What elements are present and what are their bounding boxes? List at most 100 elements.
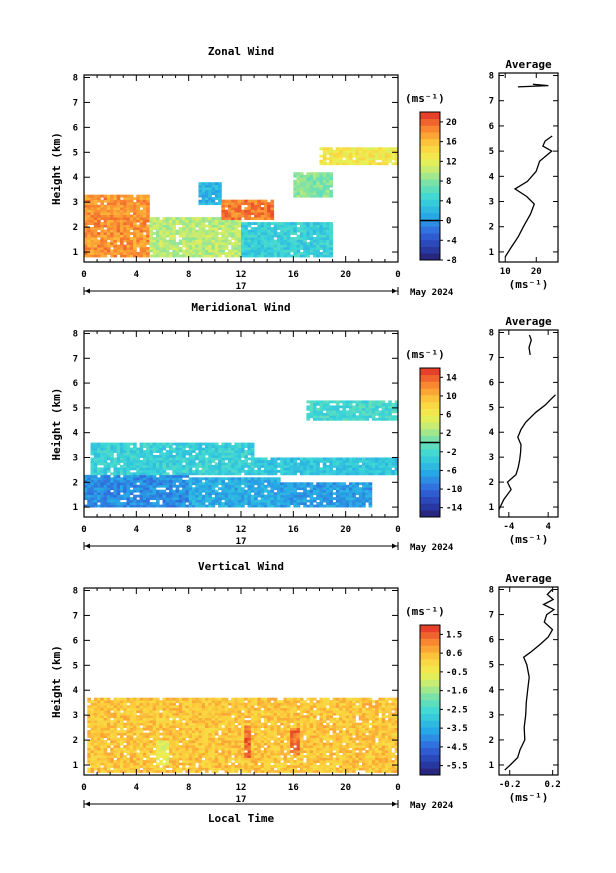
heatmap-cell: [234, 239, 239, 243]
heatmap-cell: [221, 479, 226, 483]
heatmap-cell: [93, 219, 98, 223]
heatmap-cell: [283, 229, 288, 233]
heatmap-cell: [159, 472, 163, 476]
heatmap-cell: [273, 227, 278, 230]
heatmap-cell: [139, 755, 144, 758]
heatmap-cell: [388, 154, 392, 158]
heatmap-cell: [103, 702, 108, 706]
heatmap-cell: [270, 499, 275, 503]
heatmap-cell: [388, 407, 392, 411]
heatmap-cell: [316, 487, 320, 491]
heatmap-cell: [211, 464, 216, 468]
heatmap-cell: [126, 457, 131, 461]
heatmap-cell: [270, 217, 275, 221]
heatmap-cell: [142, 194, 147, 198]
heatmap-cell: [110, 479, 114, 483]
heatmap-cell: [87, 717, 91, 721]
heatmap-cell: [90, 252, 95, 255]
heatmap-cell: [339, 467, 343, 471]
heatmap-cell: [309, 182, 314, 186]
heatmap-cell: [165, 722, 170, 726]
heatmap-cell: [113, 710, 118, 714]
heatmap-cell: [260, 492, 265, 496]
heatmap-cell: [270, 249, 275, 253]
heatmap-cell: [126, 494, 131, 498]
heatmap-cell: [87, 209, 91, 213]
heatmap-cell: [146, 727, 150, 731]
heatmap-cell: [146, 217, 150, 221]
heatmap-cell: [106, 229, 111, 233]
heatmap-cell: [257, 254, 262, 258]
colorbar-segment: [420, 442, 440, 450]
heatmap-cell: [106, 467, 111, 471]
heatmap-cell: [110, 237, 114, 240]
heatmap-cell: [247, 242, 252, 245]
heatmap-cell: [119, 747, 124, 751]
heatmap-cell: [303, 494, 307, 498]
heatmap-cell: [126, 727, 131, 731]
heatmap-cell: [178, 477, 183, 481]
heatmap-cell: [326, 149, 330, 153]
heatmap-cell: [185, 492, 190, 496]
heatmap-cell: [234, 464, 239, 468]
heatmap-cell: [234, 469, 239, 473]
heatmap-cell: [146, 197, 150, 201]
heatmap-cell: [188, 740, 193, 743]
heatmap-cell: [273, 234, 278, 238]
heatmap-cell: [211, 182, 216, 186]
heatmap-cell: [139, 720, 144, 724]
heatmap-cell: [273, 477, 278, 481]
heatmap-cell: [299, 459, 304, 463]
heatmap-cell: [113, 462, 118, 466]
heatmap-cell: [293, 459, 297, 463]
heatmap-cell: [182, 484, 186, 488]
heatmap-cell: [126, 770, 131, 773]
heatmap-cell: [218, 487, 222, 491]
heatmap-cell: [87, 484, 91, 488]
heatmap-cell: [113, 219, 118, 223]
heatmap-cell: [142, 222, 147, 225]
heatmap-cell: [254, 202, 258, 206]
heatmap-cell: [378, 457, 383, 461]
heatmap-cell: [283, 492, 288, 496]
heatmap-cell: [309, 192, 314, 196]
heatmap-cell: [155, 464, 160, 468]
heatmap-cell: [319, 194, 324, 198]
heatmap-cell: [185, 762, 190, 766]
heatmap-cell: [133, 222, 137, 225]
heatmap-cell: [188, 757, 193, 761]
heatmap-cell: [169, 217, 173, 221]
heatmap-cell: [267, 499, 271, 503]
heatmap-cell: [165, 482, 170, 486]
heatmap-cell: [113, 760, 118, 763]
heatmap-cell: [133, 452, 137, 456]
heatmap-cell: [123, 197, 127, 201]
heatmap-cell: [296, 184, 301, 188]
heatmap-cell: [100, 720, 105, 724]
heatmap-cell: [93, 469, 98, 473]
heatmap-cell: [139, 459, 144, 463]
heatmap-cell: [260, 217, 265, 221]
heatmap-cell: [175, 767, 180, 771]
heatmap-cell: [332, 417, 337, 421]
heatmap-cell: [106, 234, 111, 238]
heatmap-cell: [234, 212, 239, 216]
heatmap-cell: [188, 737, 193, 741]
heatmap-cell: [126, 194, 131, 198]
heatmap-cell: [149, 492, 154, 496]
heatmap-cell: [195, 464, 199, 468]
heatmap-cell: [221, 472, 226, 476]
heatmap-cell: [129, 702, 134, 706]
heatmap-cell: [129, 239, 134, 243]
heatmap-cell: [227, 469, 232, 473]
heatmap-cell: [257, 472, 262, 476]
heatmap-cell: [198, 459, 203, 463]
heatmap-cell: [106, 224, 111, 228]
heatmap-cell: [126, 462, 131, 466]
heatmap-cell: [116, 502, 121, 505]
heatmap-cell: [106, 757, 111, 761]
heatmap-cell: [355, 417, 360, 421]
heatmap-cell: [129, 765, 134, 768]
heatmap-cell: [152, 459, 157, 463]
heatmap-cell: [362, 494, 366, 498]
